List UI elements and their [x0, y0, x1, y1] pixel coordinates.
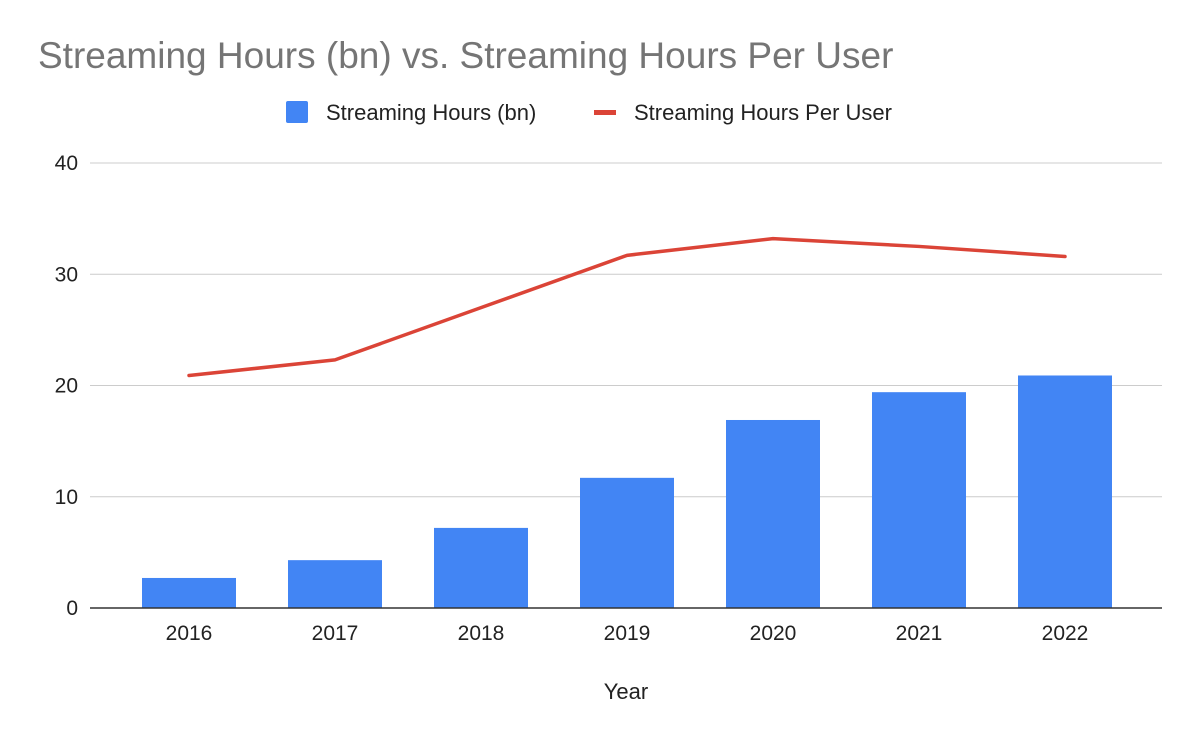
- bar: [580, 477, 674, 608]
- line-series: [187, 236, 1067, 378]
- legend-swatch-line: [594, 110, 616, 115]
- x-tick-label: 2022: [1042, 622, 1089, 645]
- x-tick-label: 2020: [750, 622, 797, 645]
- bar: [726, 419, 820, 608]
- gridlines: [90, 162, 1162, 498]
- bar: [142, 577, 236, 608]
- y-axis-ticks: 0 10 20 30 40: [55, 152, 78, 620]
- legend-label-line: Streaming Hours Per User: [634, 100, 892, 125]
- y-tick-label: 20: [55, 375, 78, 398]
- legend-label-bar: Streaming Hours (bn): [326, 100, 536, 125]
- y-tick-label: 30: [55, 263, 78, 286]
- bar-series: [142, 375, 1112, 608]
- x-tick-label: 2018: [458, 622, 505, 645]
- chart-title: Streaming Hours (bn) vs. Streaming Hours…: [38, 35, 893, 76]
- x-tick-label: 2019: [604, 622, 651, 645]
- series-line: [187, 236, 1067, 378]
- bar: [288, 560, 382, 608]
- legend: Streaming Hours (bn) Streaming Hours Per…: [286, 100, 892, 125]
- legend-swatch-bar: [286, 101, 308, 123]
- bar: [872, 392, 966, 608]
- x-axis-title: Year: [604, 679, 648, 704]
- y-tick-label: 40: [55, 152, 78, 175]
- x-axis-ticks: 2016 2017 2018 2019 2020 2021 2022: [166, 622, 1089, 645]
- bar: [434, 527, 528, 608]
- y-tick-label: 0: [66, 597, 78, 620]
- y-tick-label: 10: [55, 486, 78, 509]
- x-tick-label: 2017: [312, 622, 359, 645]
- x-tick-label: 2016: [166, 622, 213, 645]
- x-tick-label: 2021: [896, 622, 943, 645]
- bar: [1018, 375, 1112, 608]
